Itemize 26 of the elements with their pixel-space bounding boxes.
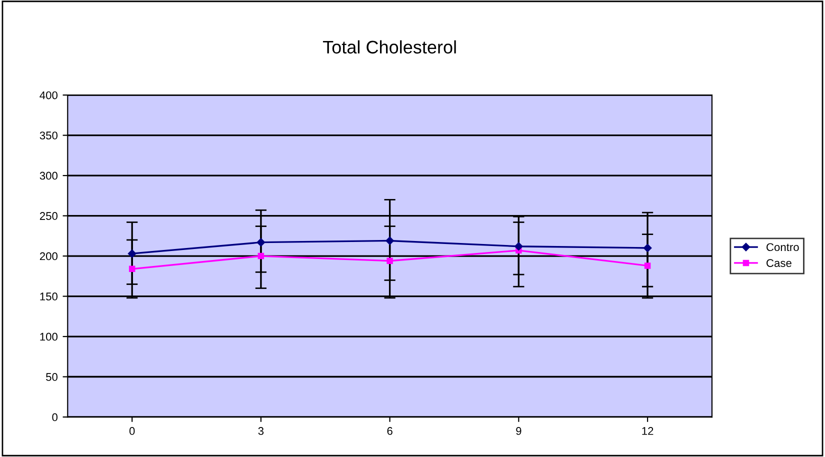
point: [514, 242, 523, 251]
point: [258, 252, 264, 260]
point: [386, 236, 394, 245]
point: [128, 266, 136, 272]
x-tick-label: 9: [516, 427, 522, 435]
y-tick-label: 350: [40, 132, 58, 140]
point: [386, 258, 393, 264]
y-tick-label: 250: [40, 212, 58, 220]
point: [128, 249, 136, 258]
point: [644, 262, 651, 269]
chart-title: Total Cholesterol: [322, 40, 456, 54]
x-tick-label: 3: [258, 427, 264, 435]
point: [256, 238, 266, 246]
y-tick-label: 50: [46, 373, 58, 381]
x-tick-label: 0: [129, 427, 135, 435]
y-tick-label: 150: [40, 292, 58, 300]
point: [643, 244, 652, 252]
y-tick-label: 100: [40, 332, 58, 341]
legend-label: Contro: [766, 243, 799, 252]
x-tick-label: 12: [642, 427, 654, 435]
x-tick-label: 6: [387, 427, 392, 435]
y-tick-label: 300: [40, 172, 58, 180]
legend-label: Case: [766, 259, 792, 267]
y-tick-label: 0: [52, 413, 58, 422]
y-tick-label: 200: [40, 252, 58, 260]
y-tick-label: 400: [40, 91, 58, 100]
